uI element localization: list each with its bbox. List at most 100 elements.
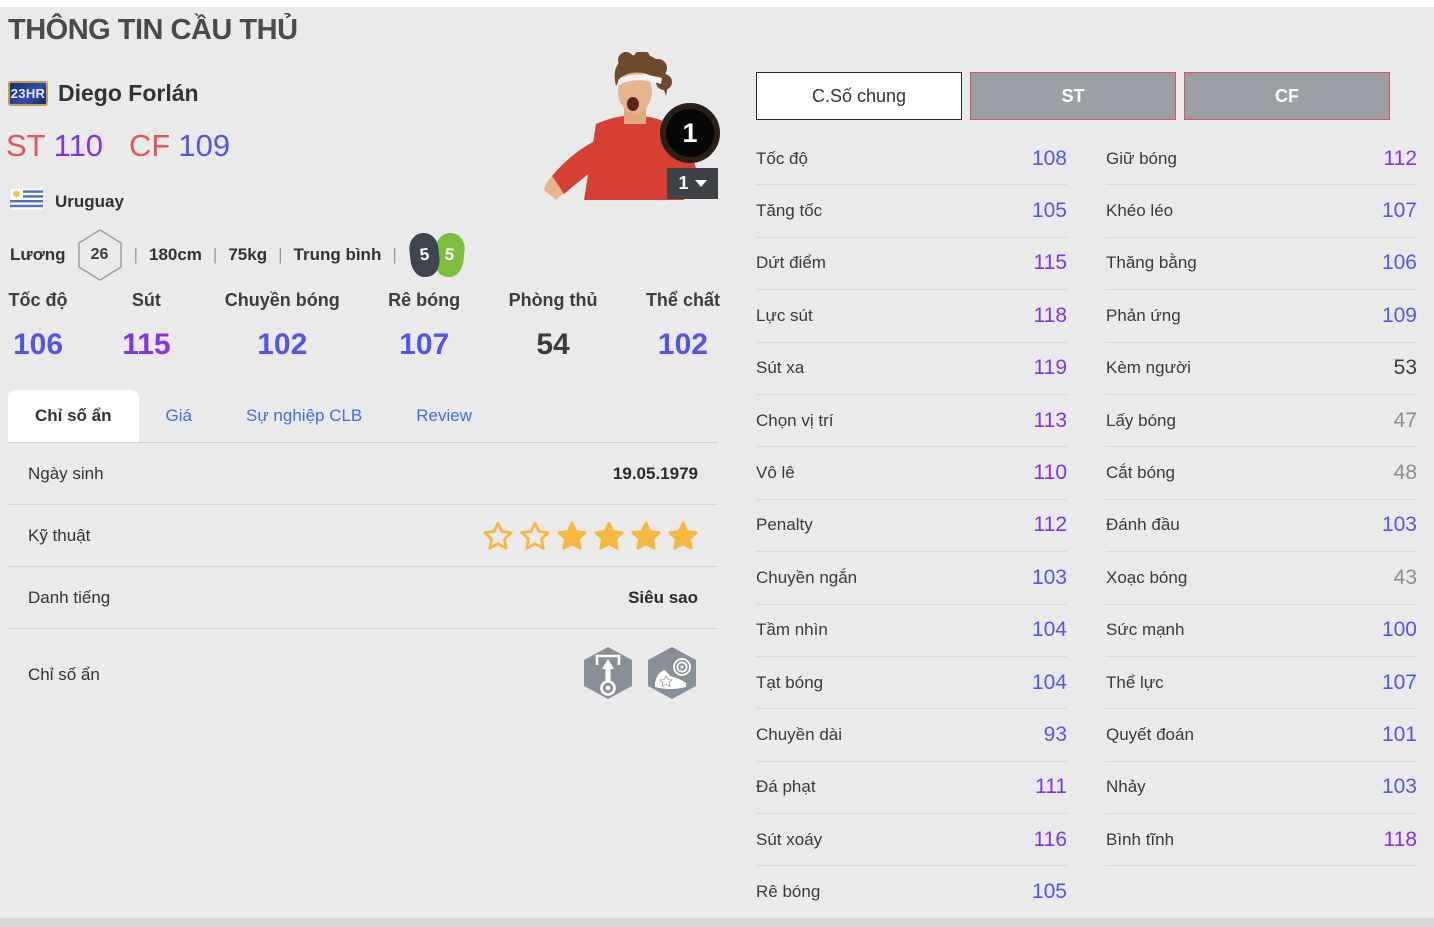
stat-row: Penalty 112 xyxy=(756,500,1067,553)
star-filled-icon xyxy=(668,521,698,550)
tab[interactable]: Sự nghiệp CLB xyxy=(219,390,389,442)
skill-stars xyxy=(483,521,698,551)
stat-label: Đá phạt xyxy=(756,777,816,797)
stat-label: Khéo léo xyxy=(1106,201,1174,221)
stat-label: Nhảy xyxy=(1106,777,1146,797)
stat-label: Vô lê xyxy=(756,463,795,483)
stat-row: Lực sút 118 xyxy=(756,290,1067,343)
tab-label: Giá xyxy=(165,406,192,425)
stat-view-button[interactable]: C.Số chung xyxy=(756,72,962,120)
stat-label: Xoạc bóng xyxy=(1106,567,1188,587)
stat-label: Penalty xyxy=(756,515,813,535)
stat-value: 118 xyxy=(1383,827,1417,851)
position-rating: ST 110 xyxy=(6,128,103,164)
stat-value: 109 xyxy=(1381,303,1417,327)
main-stat-value: 115 xyxy=(122,328,171,361)
stat-value: 104 xyxy=(1031,618,1067,642)
stat-row: Xoạc bóng 43 xyxy=(1106,552,1417,605)
stat-label: Rê bóng xyxy=(756,882,821,902)
stat-label: Quyết đoán xyxy=(1106,724,1194,744)
stat-row: Tầm nhìn 104 xyxy=(756,605,1067,657)
season-badge: 23HR xyxy=(8,81,48,106)
separator: | xyxy=(133,245,138,264)
tab[interactable]: Review xyxy=(389,390,499,442)
stat-label: Kèm người xyxy=(1106,358,1191,378)
player-form: Trung bình xyxy=(293,245,382,264)
star-outline-icon xyxy=(520,521,550,550)
stat-label: Lực sút xyxy=(756,305,813,325)
stat-view-buttons: C.Số chung ST CF xyxy=(756,72,1390,120)
stat-row: Đá phạt 111 xyxy=(756,762,1067,815)
stat-label: Giữ bóng xyxy=(1106,148,1177,168)
stat-row: Kèm người 53 xyxy=(1106,343,1417,395)
stat-row: Chuyền ngắn 103 xyxy=(756,552,1067,605)
card-count-dropdown[interactable]: 1 xyxy=(667,168,718,199)
fame-row: Danh tiếng Siêu sao xyxy=(8,567,718,629)
stat-row: Cắt bóng 48 xyxy=(1106,447,1417,500)
salary-hexagon: 26 xyxy=(77,228,123,282)
main-stat-label: Rê bóng xyxy=(388,290,461,310)
uruguay-flag-icon xyxy=(9,187,44,215)
stat-label: Tạt bóng xyxy=(756,672,824,692)
stat-value: 112 xyxy=(1383,146,1417,170)
stat-label: Đánh đầu xyxy=(1106,515,1180,535)
stat-row: Vô lê 110 xyxy=(756,447,1067,500)
stat-label: Chọn vị trí xyxy=(756,410,834,430)
main-stat: Phòng thủ 54 xyxy=(509,290,598,362)
main-stat-value: 102 xyxy=(657,328,708,361)
stat-view-button[interactable]: ST xyxy=(970,72,1176,120)
stat-label: Thăng bằng xyxy=(1106,253,1197,273)
star-filled-icon xyxy=(594,521,624,550)
card-count-badge: 1 xyxy=(660,103,720,163)
stat-value: 48 xyxy=(1393,461,1417,485)
position-ratings: ST 110 CF 109 xyxy=(6,128,230,164)
stat-value: 105 xyxy=(1031,199,1067,223)
star-filled-icon xyxy=(631,521,661,550)
stat-value: 101 xyxy=(1381,722,1417,746)
stat-label: Tầm nhìn xyxy=(756,620,828,640)
stat-value: 119 xyxy=(1033,356,1067,380)
main-stat-label: Tốc độ xyxy=(8,290,68,310)
stat-row: Thể lực 107 xyxy=(1106,657,1417,710)
stat-label: Cắt bóng xyxy=(1106,463,1175,483)
position-label: CF xyxy=(129,128,171,163)
main-stat-label: Phòng thủ xyxy=(508,290,598,310)
stat-value: 104 xyxy=(1031,670,1067,694)
detail-tabs: Chỉ số ẩn Giá Sự nghiệp CLB Review xyxy=(8,390,718,443)
stat-row: Sức mạnh 100 xyxy=(1106,605,1417,657)
stat-value: 43 xyxy=(1393,565,1417,589)
tab[interactable]: Giá xyxy=(139,390,219,442)
detailed-stats-column-2: Giữ bóng 112 Khéo léo 107 Thăng bằng 106… xyxy=(1106,133,1417,867)
main-stat-label: Chuyền bóng xyxy=(224,290,340,310)
stat-row: Thăng bằng 106 xyxy=(1106,238,1417,291)
tab-label: Chỉ số ẩn xyxy=(35,406,112,425)
stat-value: 115 xyxy=(1033,251,1067,275)
main-stat-value: 106 xyxy=(12,328,64,361)
player-header: 23HR Diego Forlán xyxy=(8,80,199,107)
tab-label: Sự nghiệp CLB xyxy=(245,406,363,425)
stat-view-button[interactable]: CF xyxy=(1184,72,1390,120)
stat-label: Sức mạnh xyxy=(1106,620,1185,640)
stat-value: 116 xyxy=(1033,827,1067,851)
stat-row: Đánh đầu 103 xyxy=(1106,500,1417,553)
salary-label: Lương xyxy=(10,245,66,264)
stat-value: 107 xyxy=(1381,670,1417,694)
stat-row: Chọn vị trí 113 xyxy=(756,395,1067,448)
stat-value: 47 xyxy=(1393,408,1417,432)
stat-view-button-label: C.Số chung xyxy=(811,85,907,106)
stat-value: 106 xyxy=(1381,251,1417,275)
stat-row: Khéo léo 107 xyxy=(1106,185,1417,238)
stat-row: Rê bóng 105 xyxy=(756,866,1067,919)
fame-value: Siêu sao xyxy=(628,587,698,607)
main-stat: Sút 115 xyxy=(116,290,176,362)
tab[interactable]: Chỉ số ẩn xyxy=(8,390,139,442)
stat-row: Lấy bóng 47 xyxy=(1106,395,1417,448)
stat-row: Tăng tốc 105 xyxy=(756,185,1067,238)
stat-label: Chuyền ngắn xyxy=(756,567,858,587)
nation-name: Uruguay xyxy=(55,191,124,211)
main-stat: Rê bóng 107 xyxy=(388,290,460,362)
stat-value: 107 xyxy=(1381,199,1417,223)
goal-poacher-icon xyxy=(582,645,634,706)
stat-row: Quyết đoán 101 xyxy=(1106,709,1417,762)
